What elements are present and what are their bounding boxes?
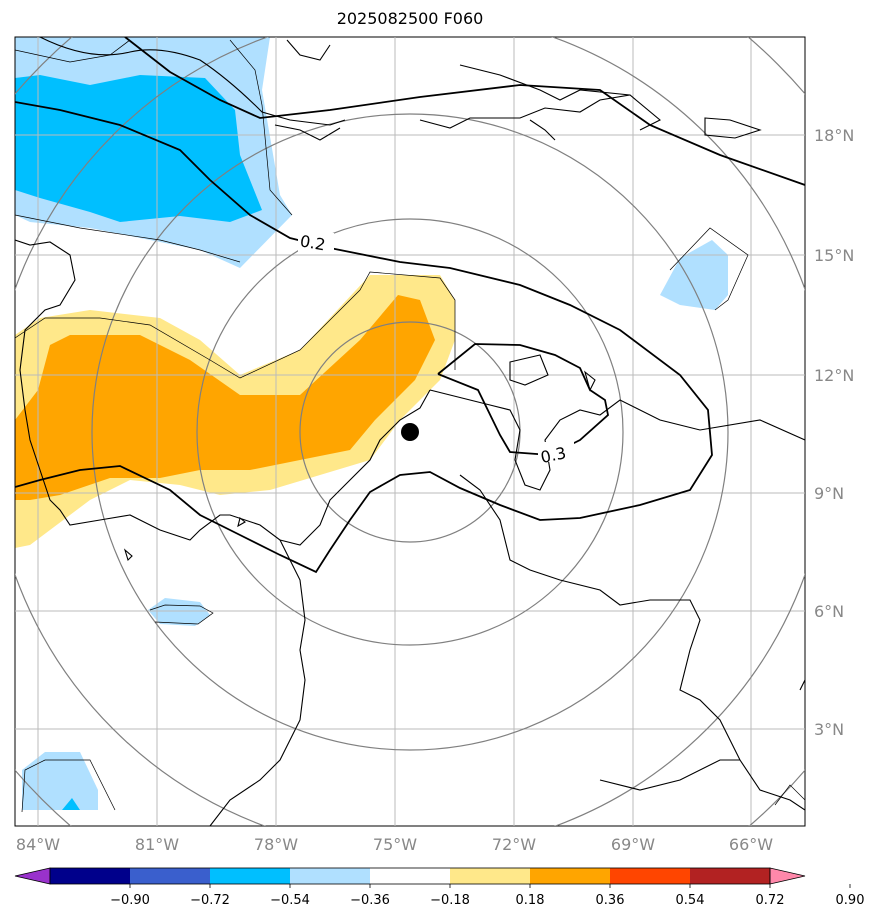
- colorbar-segment: [130, 868, 210, 884]
- contour-label-bg-1: [298, 233, 334, 253]
- contour-label-0-2: 0.2: [299, 231, 327, 254]
- latitude-tick-label: 3°N: [814, 720, 844, 739]
- colorbar-tick-label: −0.54: [270, 893, 310, 908]
- colorbar-segment: [290, 868, 370, 884]
- colorbar-tick-label: 0.72: [756, 893, 785, 908]
- latitude-tick-label: 9°N: [814, 484, 844, 503]
- colorbar-tick-label: −0.90: [110, 893, 150, 908]
- range-ring: [91, 113, 729, 751]
- map-title: 2025082500 F060: [336, 9, 484, 28]
- contour-label-0-3: 0.3: [539, 443, 568, 467]
- latitude-tick-label: 6°N: [814, 602, 844, 621]
- orange-region: [15, 295, 435, 500]
- latitude-tick-label: 18°N: [814, 126, 854, 145]
- latitude-tick-label: 15°N: [814, 246, 854, 265]
- colorbar-labels: −0.90 −0.72 −0.54 −0.36 −0.18 0.18 0.36 0.54 0.7…: [110, 884, 864, 908]
- range-ring: [196, 218, 624, 646]
- latitude-tick-label: 12°N: [814, 366, 854, 385]
- colorbar-segment: [50, 868, 130, 884]
- colorbar-tick-label: −0.72: [190, 893, 230, 908]
- colorbar-segment: [210, 868, 290, 884]
- contour-label-bg-2: [538, 442, 574, 462]
- colorbar-segment: [530, 868, 610, 884]
- longitude-tick-label: 72°W: [492, 835, 536, 854]
- longitude-tick-label: 66°W: [729, 835, 773, 854]
- colorbar-segment: [450, 868, 530, 884]
- latitude-tick-labels: 18°N 15°N 12°N 9°N 6°N 3°N: [814, 126, 854, 739]
- colorbar: [14, 867, 806, 885]
- colorbar-tick-label: 0.36: [596, 893, 625, 908]
- colorbar-extend-right: [769, 867, 806, 885]
- longitude-tick-label: 81°W: [135, 835, 179, 854]
- colorbar-extend-left: [14, 867, 51, 885]
- colorbar-tick-label: 0.18: [516, 893, 545, 908]
- colorbar-segment: [370, 868, 450, 884]
- longitude-tick-label: 84°W: [16, 835, 60, 854]
- colorbar-segment: [690, 868, 770, 884]
- colorbar-tick-label: 0.54: [676, 893, 705, 908]
- longitude-tick-labels: 84°W 81°W 78°W 75°W 72°W 69°W 66°W: [16, 835, 773, 854]
- contour-lines: [15, 37, 805, 574]
- colorbar-tick-label: 0.90: [836, 893, 865, 908]
- longitude-tick-label: 75°W: [373, 835, 417, 854]
- coastlines: [15, 37, 805, 826]
- colorbar-outline: [49, 867, 771, 885]
- longitude-tick-label: 69°W: [611, 835, 655, 854]
- longitude-tick-label: 78°W: [254, 835, 298, 854]
- graticule: [15, 37, 805, 826]
- storm-center-marker: [401, 423, 419, 441]
- deep-blue-region-nw: [15, 37, 262, 222]
- colorbar-tick-label: −0.18: [430, 893, 470, 908]
- light-blue-region-e: [22, 240, 728, 810]
- colorbar-segment: [610, 868, 690, 884]
- colorbar-tick-label: −0.36: [350, 893, 390, 908]
- shading-outlines: [15, 39, 805, 813]
- map-frame: [14, 36, 806, 827]
